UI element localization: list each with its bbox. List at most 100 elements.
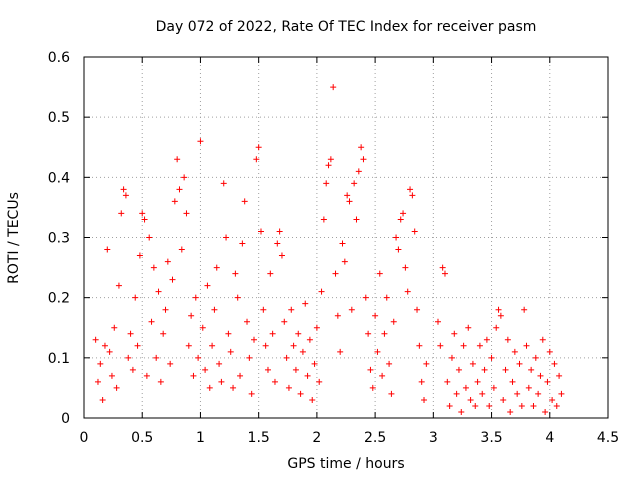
y-tick-label: 0.3 bbox=[48, 231, 70, 247]
y-tick-label: 0.2 bbox=[48, 291, 70, 307]
data-point bbox=[313, 324, 320, 331]
data-point bbox=[388, 390, 395, 397]
data-point bbox=[183, 210, 190, 217]
data-point bbox=[274, 240, 281, 247]
x-tick-label: 4.5 bbox=[597, 430, 619, 446]
data-point bbox=[379, 372, 386, 379]
data-point bbox=[169, 276, 176, 283]
data-point bbox=[441, 270, 448, 277]
data-point bbox=[204, 282, 211, 289]
x-tick-label: 2.5 bbox=[364, 430, 386, 446]
data-point bbox=[248, 390, 255, 397]
y-tick-label: 0.6 bbox=[48, 50, 70, 66]
data-point bbox=[143, 372, 150, 379]
data-point bbox=[500, 396, 507, 403]
data-point bbox=[535, 390, 542, 397]
data-point bbox=[416, 342, 423, 349]
data-point bbox=[369, 384, 376, 391]
data-point bbox=[278, 252, 285, 259]
data-point bbox=[216, 360, 223, 367]
data-point bbox=[129, 366, 136, 373]
data-point bbox=[367, 366, 374, 373]
data-point bbox=[264, 366, 271, 373]
data-point bbox=[383, 294, 390, 301]
data-point bbox=[160, 330, 167, 337]
data-point bbox=[288, 306, 295, 313]
data-point bbox=[271, 378, 278, 385]
data-point bbox=[507, 408, 514, 415]
data-point bbox=[337, 348, 344, 355]
data-point bbox=[209, 342, 216, 349]
data-point bbox=[518, 402, 525, 409]
data-point bbox=[153, 354, 160, 361]
data-point bbox=[358, 144, 365, 151]
data-point bbox=[104, 246, 111, 253]
data-point bbox=[344, 192, 351, 199]
x-axis-label: GPS time / hours bbox=[287, 456, 405, 472]
data-point bbox=[171, 198, 178, 205]
data-point bbox=[316, 378, 323, 385]
data-point bbox=[469, 360, 476, 367]
data-point bbox=[101, 342, 108, 349]
data-point bbox=[402, 264, 409, 271]
data-point bbox=[306, 336, 313, 343]
data-point bbox=[167, 360, 174, 367]
data-point bbox=[157, 378, 164, 385]
data-point bbox=[276, 228, 283, 235]
data-point bbox=[448, 354, 455, 361]
data-point bbox=[346, 198, 353, 205]
data-point bbox=[206, 384, 213, 391]
data-point bbox=[439, 264, 446, 271]
data-point bbox=[134, 342, 141, 349]
data-point bbox=[295, 330, 302, 337]
data-point bbox=[176, 186, 183, 193]
data-point bbox=[493, 324, 500, 331]
data-point bbox=[94, 378, 101, 385]
data-point bbox=[411, 228, 418, 235]
plot-border bbox=[83, 56, 609, 419]
y-tick-label: 0 bbox=[61, 411, 70, 427]
data-point bbox=[148, 318, 155, 325]
x-tick-label: 3.5 bbox=[480, 430, 502, 446]
data-point bbox=[495, 306, 502, 313]
data-point bbox=[190, 372, 197, 379]
data-point bbox=[302, 300, 309, 307]
data-point bbox=[178, 246, 185, 253]
data-point bbox=[185, 342, 192, 349]
data-point bbox=[362, 294, 369, 301]
data-point bbox=[92, 336, 99, 343]
data-point bbox=[239, 240, 246, 247]
data-point bbox=[451, 330, 458, 337]
data-point bbox=[472, 402, 479, 409]
data-point bbox=[521, 306, 528, 313]
chart-title: Day 072 of 2022, Rate Of TEC Index for r… bbox=[155, 19, 537, 35]
data-point bbox=[421, 396, 428, 403]
data-point bbox=[199, 324, 206, 331]
data-point bbox=[125, 354, 132, 361]
data-point bbox=[146, 234, 153, 241]
data-point bbox=[202, 366, 209, 373]
data-point bbox=[164, 258, 171, 265]
data-point bbox=[558, 390, 565, 397]
data-point bbox=[528, 366, 535, 373]
data-point bbox=[488, 354, 495, 361]
data-point bbox=[397, 216, 404, 223]
data-point bbox=[341, 258, 348, 265]
data-point bbox=[390, 318, 397, 325]
data-point bbox=[132, 294, 139, 301]
data-point bbox=[218, 378, 225, 385]
data-point bbox=[120, 186, 127, 193]
data-point bbox=[122, 192, 129, 199]
data-point bbox=[530, 402, 537, 409]
data-point bbox=[423, 360, 430, 367]
data-point bbox=[486, 402, 493, 409]
data-point bbox=[348, 306, 355, 313]
data-point bbox=[267, 270, 274, 277]
data-point bbox=[127, 330, 134, 337]
data-point bbox=[525, 384, 532, 391]
x-tick-label: 1.5 bbox=[248, 430, 270, 446]
data-point bbox=[311, 360, 318, 367]
x-tick-label: 4 bbox=[545, 430, 554, 446]
